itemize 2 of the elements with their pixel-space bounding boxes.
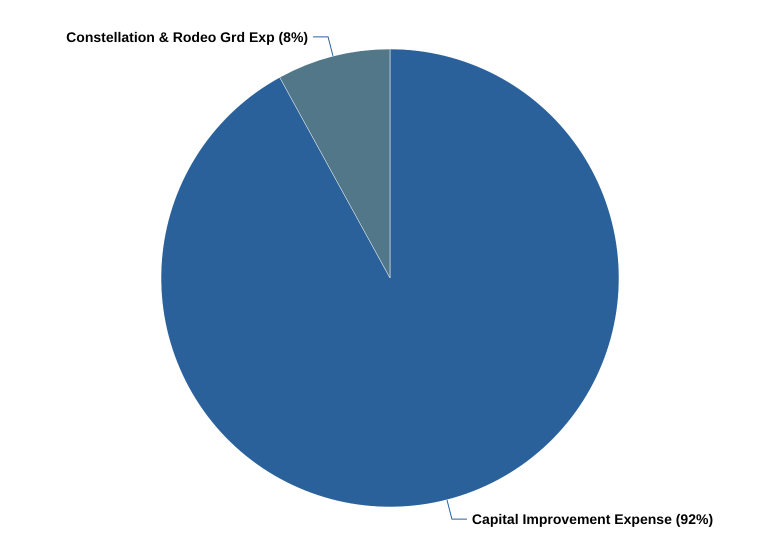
- slice-label: Capital Improvement Expense (92%): [472, 511, 714, 528]
- slice-label: Constellation & Rodeo Grd Exp (8%): [66, 28, 308, 45]
